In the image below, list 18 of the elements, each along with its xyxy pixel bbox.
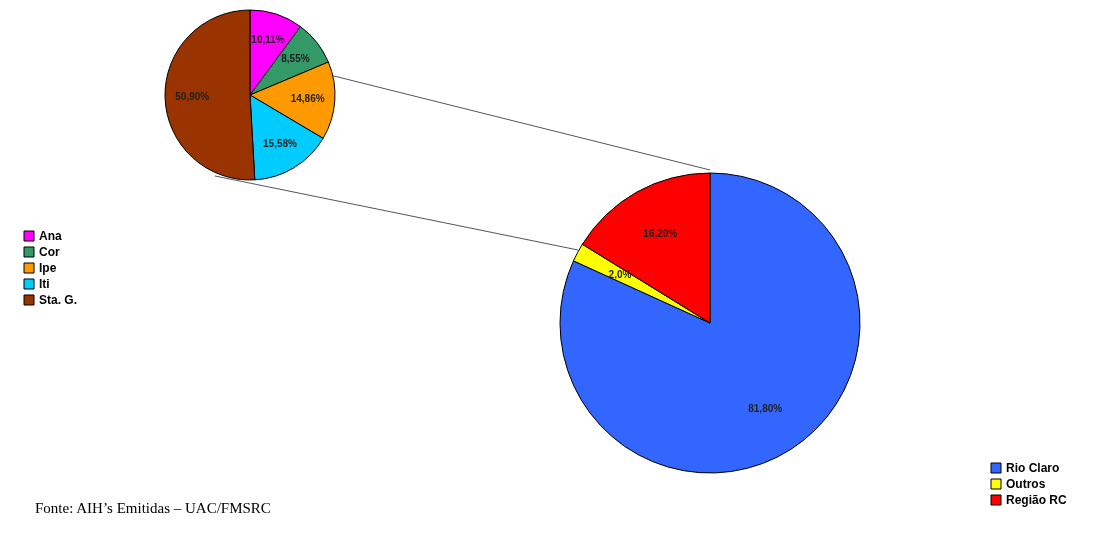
legend-label: Ipe xyxy=(39,261,57,275)
data-label: 81,80% xyxy=(748,402,783,414)
legend-label: Cor xyxy=(39,245,60,259)
source-note: Fonte: AIH’s Emitidas – UAC/FMSRC xyxy=(35,500,271,517)
data-label: 10,11% xyxy=(251,34,285,46)
legend-label: Rio Claro xyxy=(1006,461,1060,475)
data-label: 2,0% xyxy=(608,268,632,280)
legend-label: Sta. G. xyxy=(39,293,78,307)
data-label: 8,55% xyxy=(281,53,310,65)
pie-slice xyxy=(559,172,861,474)
data-label: 14,86% xyxy=(290,92,325,104)
data-label: 16,20% xyxy=(643,227,678,239)
legend-label: Outros xyxy=(1006,477,1046,491)
legend-label: Iti xyxy=(39,277,50,291)
data-label: 15,58% xyxy=(263,138,298,150)
legend-label: Região RC xyxy=(1006,493,1068,507)
data-label: 50,90% xyxy=(175,90,210,102)
legend-label: Ana xyxy=(39,229,62,243)
